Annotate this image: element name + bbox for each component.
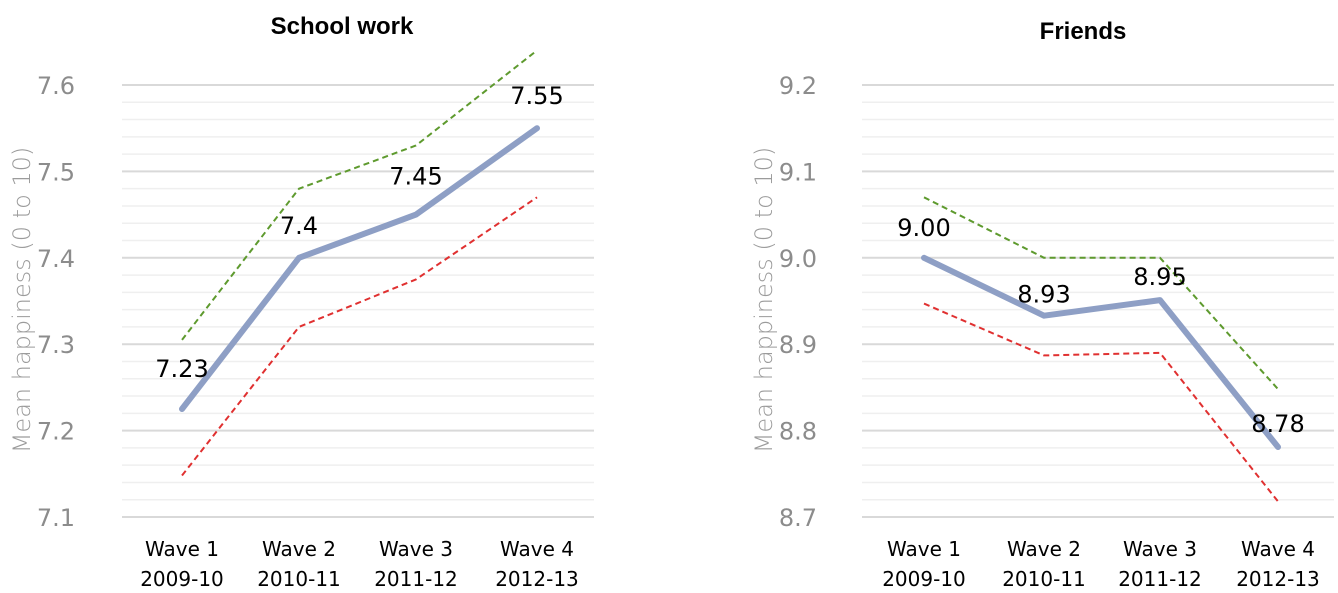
x-tick-label: Wave 2 <box>1007 537 1081 561</box>
x-tick-sublabel: 2012-13 <box>495 567 579 591</box>
data-label: 7.23 <box>155 355 208 383</box>
gridlines <box>862 84 1334 518</box>
data-label: 7.4 <box>280 212 318 240</box>
chart-title: Friends <box>1040 18 1127 45</box>
data-label: 7.55 <box>510 82 563 110</box>
x-tick-sublabel: 2011-12 <box>1118 567 1202 591</box>
series-line-lower <box>181 196 538 477</box>
chart-title: School work <box>271 13 414 40</box>
y-tick-label: 7.6 <box>37 72 75 100</box>
x-tick-label: Wave 3 <box>379 537 453 561</box>
series-line-lower <box>923 302 1279 503</box>
series-line-mean <box>921 254 1281 451</box>
y-tick-label: 8.8 <box>779 418 817 446</box>
x-tick-sublabel: 2009-10 <box>140 567 224 591</box>
data-label: 8.78 <box>1251 410 1304 438</box>
chart-school-work: School work Mean happiness (0 to 10) 7.1… <box>8 13 594 591</box>
data-labels: 9.00 8.93 8.95 8.78 <box>897 214 1304 438</box>
x-tick-label: Wave 1 <box>145 537 219 561</box>
chart-friends: Friends Mean happiness (0 to 10) 8.78.88… <box>750 18 1334 591</box>
y-axis-label: Mean happiness (0 to 10) <box>8 147 36 454</box>
y-tick-labels: 7.1 7.2 7.3 7.4 7.5 7.6 <box>37 72 75 532</box>
y-tick-labels: 8.7 8.8 8.9 9.0 9.1 9.2 <box>779 72 817 532</box>
series-line-mean <box>179 125 540 412</box>
y-tick-label: 7.4 <box>37 245 75 273</box>
data-label: 8.93 <box>1017 281 1070 309</box>
y-tick-label: 9.1 <box>779 158 817 186</box>
gridlines <box>122 84 594 518</box>
y-tick-label: 9.2 <box>779 72 817 100</box>
data-labels: 7.23 7.4 7.45 7.55 <box>155 82 563 383</box>
y-tick-label: 7.5 <box>37 158 75 186</box>
x-tick-sublabel: 2012-13 <box>1236 567 1320 591</box>
y-tick-label: 7.3 <box>37 331 75 359</box>
y-tick-label: 7.2 <box>37 418 75 446</box>
x-tick-sublabel: 2011-12 <box>374 567 458 591</box>
y-axis-label: Mean happiness (0 to 10) <box>750 147 778 454</box>
x-tick-sublabel: 2010-11 <box>257 567 341 591</box>
y-tick-label: 9.0 <box>779 245 817 273</box>
data-label: 8.95 <box>1133 263 1186 291</box>
x-tick-labels: Wave 1 2009-10 Wave 2 2010-11 Wave 3 2011-12 W… <box>140 537 579 591</box>
data-label: 9.00 <box>897 214 950 242</box>
y-tick-label: 7.1 <box>37 504 75 532</box>
series-lines <box>179 49 540 477</box>
x-tick-label: Wave 2 <box>262 537 336 561</box>
data-label: 7.45 <box>389 163 442 191</box>
series-line-upper <box>923 196 1279 390</box>
series-lines <box>921 196 1281 503</box>
x-tick-label: Wave 4 <box>1241 537 1315 561</box>
y-tick-label: 8.9 <box>779 331 817 359</box>
series-line-upper <box>181 49 538 341</box>
x-tick-sublabel: 2009-10 <box>882 567 966 591</box>
y-tick-label: 8.7 <box>779 504 817 532</box>
x-tick-label: Wave 1 <box>887 537 961 561</box>
x-tick-label: Wave 3 <box>1123 537 1197 561</box>
x-tick-label: Wave 4 <box>500 537 574 561</box>
x-tick-labels: Wave 1 2009-10 Wave 2 2010-11 Wave 3 2011-12 W… <box>882 537 1320 591</box>
x-tick-sublabel: 2010-11 <box>1002 567 1086 591</box>
